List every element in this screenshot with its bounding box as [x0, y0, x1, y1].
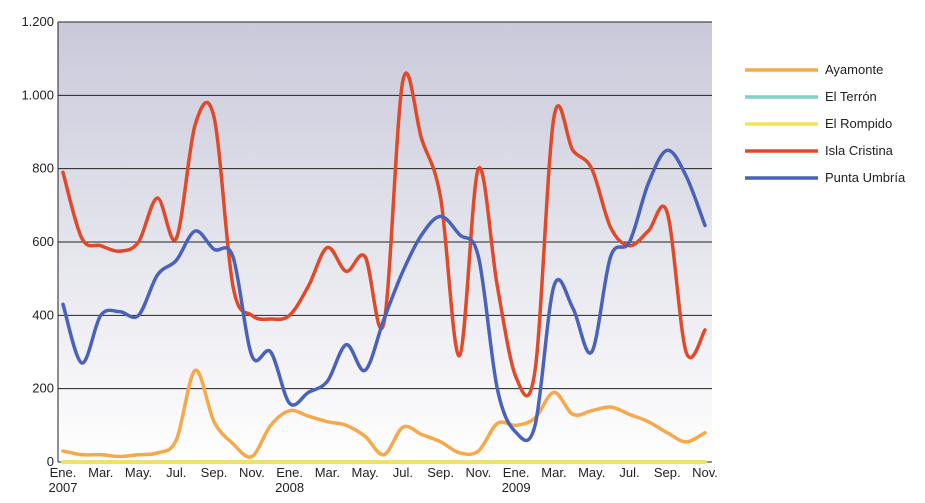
x-tick-label: Mar.	[541, 465, 566, 480]
x-tick-label: May.	[125, 465, 152, 480]
x-tick-label: Ene. 2007	[49, 465, 78, 495]
legend-label: El Terrón	[825, 89, 877, 104]
legend-label: Punta Umbría	[825, 170, 906, 185]
x-tick-label: May.	[578, 465, 605, 480]
x-tick-label: Nov.	[466, 465, 492, 480]
y-tick-label: 0	[47, 454, 54, 469]
y-tick-label: 200	[32, 381, 54, 396]
x-tick-label: Mar.	[315, 465, 340, 480]
series-line	[61, 368, 707, 459]
y-tick-label: 1.000	[21, 87, 54, 102]
y-tick-label: 800	[32, 161, 54, 176]
legend-label: El Rompido	[825, 116, 892, 131]
y-tick-label: 400	[32, 307, 54, 322]
x-tick-label: Sep.	[427, 465, 454, 480]
x-tick-label: Ene. 2008	[275, 465, 304, 495]
x-tick-label: Jul.	[166, 465, 186, 480]
y-tick-label: 1.200	[21, 14, 54, 29]
x-tick-label: Nov.	[692, 465, 718, 480]
y-tick-label: 600	[32, 234, 54, 249]
x-tick-label: Jul.	[393, 465, 413, 480]
x-tick-label: Nov.	[239, 465, 265, 480]
series-line	[61, 71, 707, 398]
x-tick-label: Ene. 2009	[502, 465, 531, 495]
x-tick-label: May.	[352, 465, 379, 480]
legend-label: Ayamonte	[825, 62, 883, 77]
x-tick-label: Sep.	[201, 465, 228, 480]
x-tick-label: Jul.	[619, 465, 639, 480]
series-line	[61, 148, 707, 443]
x-tick-label: Sep.	[654, 465, 681, 480]
legend-label: Isla Cristina	[825, 143, 894, 158]
x-tick-label: Mar.	[88, 465, 113, 480]
